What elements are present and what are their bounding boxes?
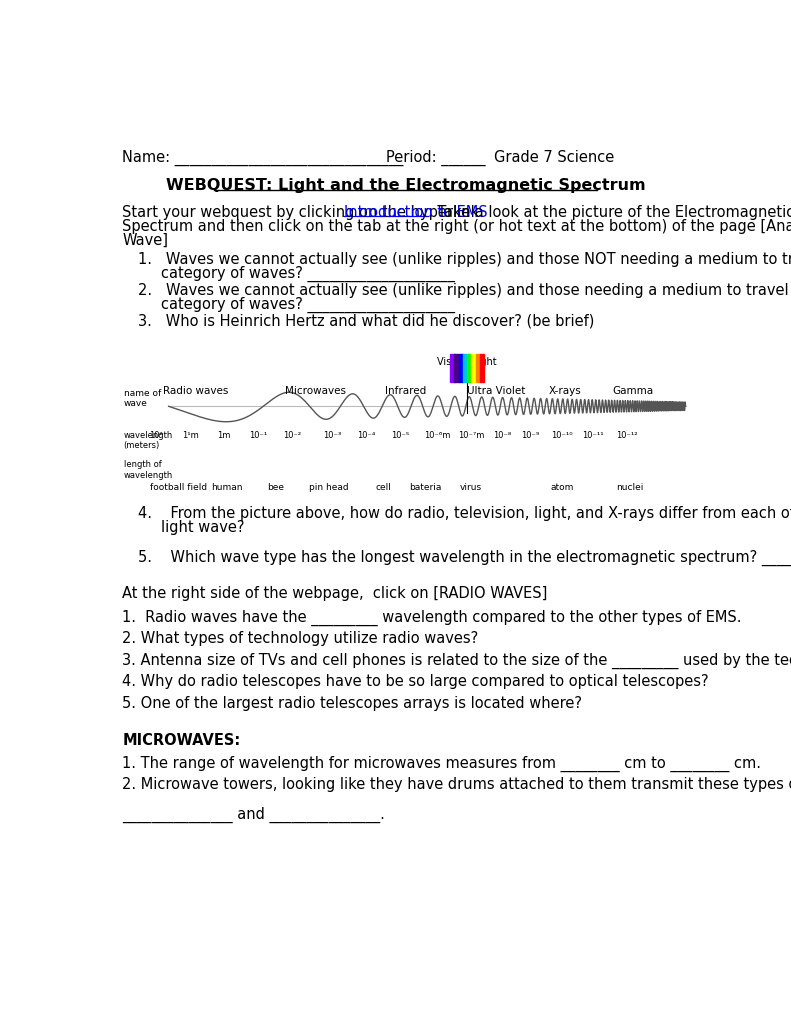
- Text: football field: football field: [150, 483, 207, 493]
- Text: 3.   Who is Heinrich Hertz and what did he discover? (be brief): 3. Who is Heinrich Hertz and what did he…: [138, 313, 594, 329]
- Text: 2. What types of technology utilize radio waves?: 2. What types of technology utilize radi…: [122, 631, 479, 646]
- Bar: [450, 354, 455, 382]
- Text: 1.   Waves we cannot actually see (unlike ripples) and those NOT needing a mediu: 1. Waves we cannot actually see (unlike …: [138, 252, 791, 267]
- Text: Grade 7 Science: Grade 7 Science: [494, 150, 615, 165]
- Text: 3. Antenna size of TVs and cell phones is related to the size of the _________ u: 3. Antenna size of TVs and cell phones i…: [122, 652, 791, 669]
- Text: bateria: bateria: [410, 483, 442, 493]
- Bar: [463, 354, 467, 382]
- Text: wavelength
(meters): wavelength (meters): [123, 431, 173, 451]
- Bar: [475, 354, 480, 382]
- Text: Name: _______________________________: Name: _______________________________: [122, 150, 403, 166]
- Text: light wave?: light wave?: [161, 520, 244, 536]
- Text: 10⁻¹⁰: 10⁻¹⁰: [551, 431, 573, 440]
- Text: Introduction to EMS: Introduction to EMS: [344, 205, 487, 220]
- Text: cell: cell: [375, 483, 391, 493]
- Text: virus: virus: [460, 483, 482, 493]
- Bar: [471, 354, 476, 382]
- Text: 10⁻⁷m: 10⁻⁷m: [458, 431, 484, 440]
- Text: 10⁻⁸: 10⁻⁸: [493, 431, 511, 440]
- Text: Radio waves: Radio waves: [163, 386, 229, 396]
- Text: 10⁻¹²: 10⁻¹²: [616, 431, 638, 440]
- Text: human: human: [211, 483, 243, 493]
- Text: Visible Light: Visible Light: [437, 357, 497, 367]
- Text: _______________ and _______________.: _______________ and _______________.: [122, 807, 385, 823]
- Text: length of
wavelength: length of wavelength: [123, 460, 173, 479]
- Bar: [480, 354, 484, 382]
- Text: Start your webquest by clicking on the hyperlink: Start your webquest by clicking on the h…: [122, 205, 489, 220]
- Text: Spectrum and then click on the tab at the right (or hot text at the bottom) of t: Spectrum and then click on the tab at th…: [122, 219, 791, 234]
- Text: 1¹m: 1¹m: [182, 431, 199, 440]
- Text: 2. Microwave towers, looking like they have drums attached to them transmit thes: 2. Microwave towers, looking like they h…: [122, 777, 791, 793]
- Text: 5. One of the largest radio telescopes arrays is located where?: 5. One of the largest radio telescopes a…: [122, 695, 582, 711]
- Text: At the right side of the webpage,  click on [RADIO WAVES]: At the right side of the webpage, click …: [122, 587, 547, 601]
- Text: Ultra Violet: Ultra Violet: [467, 386, 526, 396]
- Text: 10⁻⁵: 10⁻⁵: [391, 431, 409, 440]
- Bar: [467, 354, 471, 382]
- Text: 5.    Which wave type has the longest wavelength in the electromagnetic spectrum: 5. Which wave type has the longest wavel…: [138, 550, 791, 565]
- Text: WEBQUEST: Light and the Electromagnetic Spectrum: WEBQUEST: Light and the Electromagnetic …: [165, 178, 645, 194]
- Text: Microwaves: Microwaves: [285, 386, 346, 396]
- Text: . Take a look at the picture of the Electromagnetic: . Take a look at the picture of the Elec…: [428, 205, 791, 220]
- Text: 10⁻⁶m: 10⁻⁶m: [424, 431, 450, 440]
- Text: MICROWAVES:: MICROWAVES:: [122, 733, 240, 748]
- Text: Infrared: Infrared: [385, 386, 426, 396]
- Text: 1.  Radio waves have the _________ wavelength compared to the other types of EMS: 1. Radio waves have the _________ wavele…: [122, 609, 742, 626]
- Text: Wave]: Wave]: [122, 233, 168, 248]
- Text: bee: bee: [267, 483, 284, 493]
- Bar: [454, 354, 459, 382]
- Text: 4.    From the picture above, how do radio, television, light, and X-rays differ: 4. From the picture above, how do radio,…: [138, 506, 791, 521]
- Text: Gamma: Gamma: [612, 386, 653, 396]
- Text: 4. Why do radio telescopes have to be so large compared to optical telescopes?: 4. Why do radio telescopes have to be so…: [122, 674, 709, 689]
- Text: 10⁻¹: 10⁻¹: [249, 431, 267, 440]
- Text: 10⁻⁴: 10⁻⁴: [357, 431, 375, 440]
- Text: 10⁻⁹: 10⁻⁹: [521, 431, 539, 440]
- Text: 10²: 10²: [149, 431, 163, 440]
- Text: 10⁻¹¹: 10⁻¹¹: [582, 431, 604, 440]
- Text: 2.   Waves we cannot actually see (unlike ripples) and those needing a medium to: 2. Waves we cannot actually see (unlike …: [138, 283, 791, 298]
- Text: X-rays: X-rays: [548, 386, 581, 396]
- Text: 1m: 1m: [218, 431, 231, 440]
- Text: Period: ______: Period: ______: [386, 150, 485, 166]
- Text: category of waves? ____________________: category of waves? ____________________: [161, 297, 455, 313]
- Text: pin head: pin head: [309, 483, 349, 493]
- Text: 10⁻²: 10⁻²: [283, 431, 301, 440]
- Text: category of waves? ____________________: category of waves? ____________________: [161, 266, 455, 283]
- Bar: [459, 354, 463, 382]
- Text: name of
wave: name of wave: [123, 388, 161, 408]
- Text: 1. The range of wavelength for microwaves measures from ________ cm to ________ : 1. The range of wavelength for microwave…: [122, 756, 761, 772]
- Text: 10⁻³: 10⁻³: [323, 431, 341, 440]
- Text: nuclei: nuclei: [616, 483, 644, 493]
- Text: atom: atom: [550, 483, 573, 493]
